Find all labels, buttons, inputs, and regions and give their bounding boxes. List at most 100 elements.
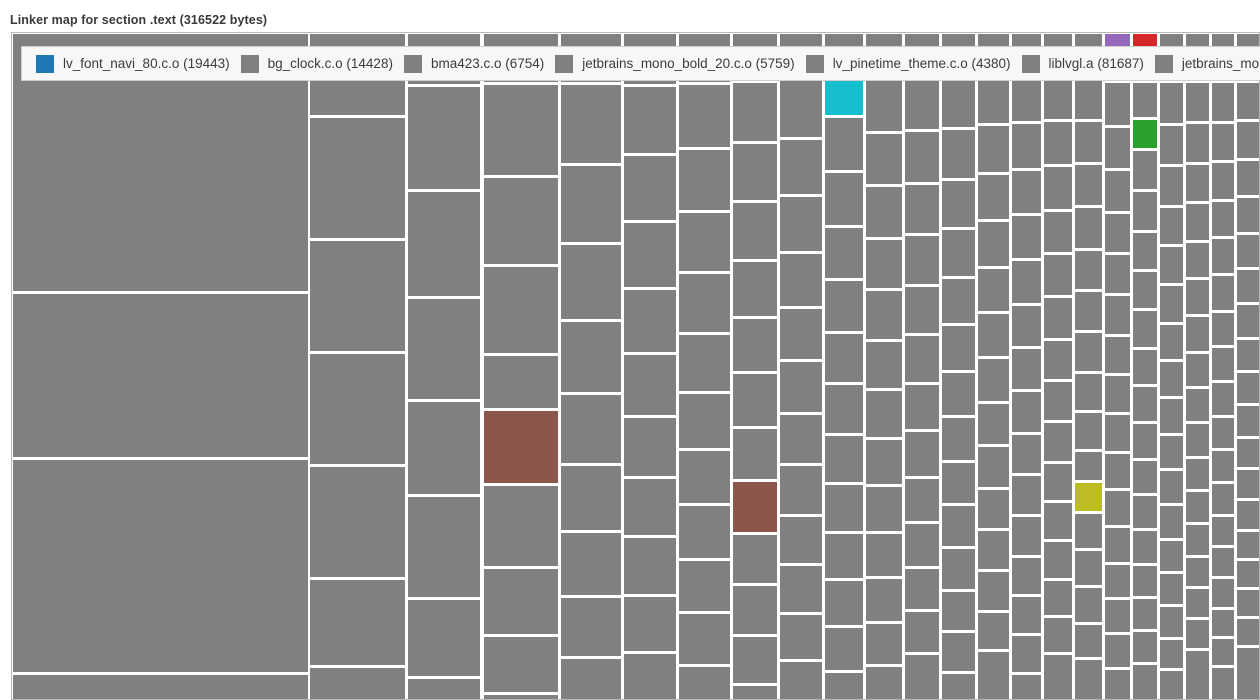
treemap-tile[interactable]	[780, 254, 822, 306]
treemap-tile[interactable]	[561, 466, 621, 530]
treemap-tile[interactable]	[310, 241, 405, 351]
treemap-tile[interactable]	[825, 436, 863, 482]
treemap-tile[interactable]	[1133, 632, 1157, 662]
treemap-tile[interactable]	[866, 291, 902, 339]
treemap-tile[interactable]	[1044, 464, 1072, 500]
treemap-tile[interactable]	[408, 402, 480, 494]
treemap-tile[interactable]	[978, 126, 1009, 172]
treemap-tile[interactable]	[1186, 492, 1209, 522]
treemap-tile[interactable]	[1044, 77, 1072, 119]
treemap-tile[interactable]	[780, 362, 822, 412]
treemap-tile[interactable]	[679, 85, 730, 147]
treemap-tile[interactable]	[624, 538, 676, 594]
treemap-tile[interactable]	[733, 482, 777, 532]
treemap-tile[interactable]	[484, 267, 558, 353]
treemap-tile[interactable]	[1237, 198, 1259, 232]
treemap-tile[interactable]	[1044, 655, 1072, 699]
treemap-tile[interactable]	[624, 156, 676, 220]
treemap-tile[interactable]	[1012, 77, 1041, 121]
treemap-tile[interactable]	[310, 354, 405, 464]
treemap-tile[interactable]	[905, 569, 939, 609]
treemap-tile[interactable]	[1133, 566, 1157, 596]
treemap-tile[interactable]	[1075, 77, 1102, 119]
treemap-tile[interactable]	[561, 85, 621, 163]
treemap-tile[interactable]	[1212, 313, 1234, 345]
treemap-tile[interactable]	[1105, 670, 1130, 699]
treemap-tile[interactable]	[780, 466, 822, 514]
treemap-tile[interactable]	[13, 675, 308, 699]
treemap-tile[interactable]	[942, 230, 975, 276]
treemap-tile[interactable]	[408, 600, 480, 676]
treemap-tile[interactable]	[1160, 640, 1183, 668]
treemap-tile[interactable]	[905, 236, 939, 284]
treemap-tile[interactable]	[1075, 660, 1102, 699]
treemap-tile[interactable]	[1044, 618, 1072, 652]
treemap-tile[interactable]	[561, 245, 621, 319]
legend-item[interactable]: lv_font_navi_80.c.o (19443)	[36, 54, 230, 73]
treemap-tile[interactable]	[1160, 286, 1183, 322]
treemap-tile[interactable]	[1212, 124, 1234, 160]
treemap-tile[interactable]	[780, 615, 822, 659]
treemap-tile[interactable]	[1105, 128, 1130, 168]
treemap-tile[interactable]	[1012, 435, 1041, 473]
treemap-tile[interactable]	[942, 674, 975, 699]
treemap-tile[interactable]	[1160, 574, 1183, 604]
treemap-tile[interactable]	[825, 628, 863, 670]
treemap-tile[interactable]	[1012, 216, 1041, 258]
treemap-tile[interactable]	[1237, 439, 1259, 467]
treemap-tile[interactable]	[679, 451, 730, 503]
treemap-tile[interactable]	[1075, 514, 1102, 548]
treemap-tile[interactable]	[1075, 483, 1102, 511]
treemap-tile[interactable]	[1133, 151, 1157, 189]
treemap-tile[interactable]	[1044, 341, 1072, 379]
treemap-tile[interactable]	[1186, 651, 1209, 699]
treemap-tile[interactable]	[1186, 354, 1209, 386]
treemap-tile[interactable]	[1105, 600, 1130, 632]
treemap-tile[interactable]	[484, 695, 558, 699]
treemap-tile[interactable]	[978, 175, 1009, 219]
treemap-tile[interactable]	[733, 535, 777, 583]
treemap-tile[interactable]	[942, 418, 975, 460]
treemap-tile[interactable]	[1237, 590, 1259, 616]
treemap-tile[interactable]	[942, 181, 975, 227]
treemap-tile[interactable]	[905, 524, 939, 566]
treemap-tile[interactable]	[1133, 350, 1157, 384]
treemap-tile[interactable]	[1044, 298, 1072, 338]
treemap-tile[interactable]	[1186, 589, 1209, 617]
treemap-tile[interactable]	[1212, 418, 1234, 448]
treemap-tile[interactable]	[1186, 389, 1209, 421]
treemap-tile[interactable]	[866, 342, 902, 388]
treemap-tile[interactable]	[1075, 122, 1102, 162]
treemap-tile[interactable]	[1186, 280, 1209, 314]
treemap-tile[interactable]	[1075, 292, 1102, 330]
treemap-tile[interactable]	[825, 534, 863, 578]
treemap-tile[interactable]	[1044, 542, 1072, 578]
treemap-tile[interactable]	[905, 655, 939, 699]
treemap-tile[interactable]	[484, 637, 558, 692]
treemap-tile[interactable]	[1237, 619, 1259, 645]
treemap-tile[interactable]	[1105, 635, 1130, 667]
treemap-tile[interactable]	[1160, 541, 1183, 571]
treemap-tile[interactable]	[624, 597, 676, 651]
treemap-tile[interactable]	[1133, 424, 1157, 458]
treemap-tile[interactable]	[978, 359, 1009, 401]
treemap-tile[interactable]	[1105, 565, 1130, 597]
treemap-tile[interactable]	[905, 132, 939, 182]
treemap-tile[interactable]	[408, 679, 480, 699]
treemap-tile[interactable]	[624, 290, 676, 352]
treemap-tile[interactable]	[1186, 243, 1209, 277]
treemap-tile[interactable]	[733, 319, 777, 371]
treemap-tile[interactable]	[780, 140, 822, 194]
treemap-tile[interactable]	[1160, 126, 1183, 164]
treemap-tile[interactable]	[1105, 83, 1130, 125]
treemap-tile[interactable]	[484, 486, 558, 566]
treemap-tile[interactable]	[1012, 261, 1041, 303]
treemap-tile[interactable]	[978, 77, 1009, 123]
treemap-tile[interactable]	[561, 659, 621, 699]
treemap-tile[interactable]	[1133, 192, 1157, 230]
treemap-tile[interactable]	[978, 652, 1009, 699]
treemap-tile[interactable]	[1133, 461, 1157, 493]
treemap-tile[interactable]	[1012, 392, 1041, 432]
treemap-tile[interactable]	[1012, 306, 1041, 346]
treemap-tile[interactable]	[1160, 471, 1183, 503]
